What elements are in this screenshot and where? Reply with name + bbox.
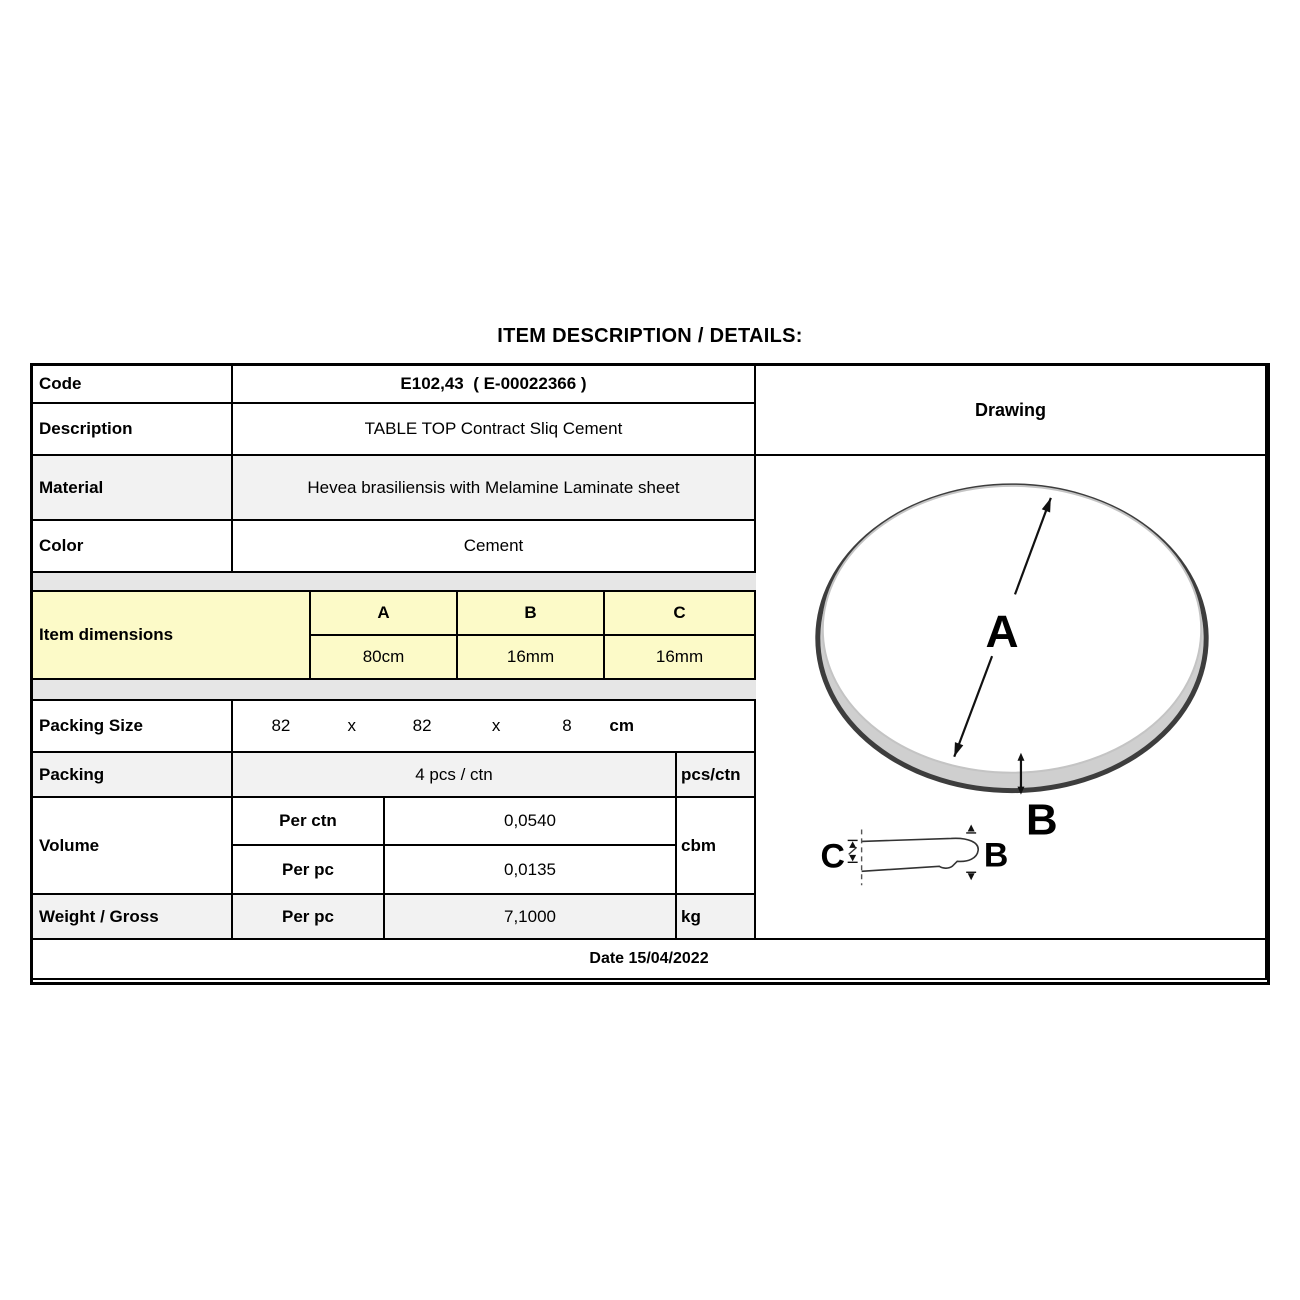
weight-per-pc-label: Per pc — [233, 895, 385, 940]
divider-row — [33, 680, 756, 701]
profile-dimension-ticks — [847, 824, 977, 881]
packing-size-token: 8 — [562, 716, 572, 735]
divider-row — [33, 573, 756, 592]
packing-size-token: x — [491, 716, 501, 735]
item-dimensions-label: Item dimensions — [33, 592, 311, 680]
volume-unit: cbm — [677, 798, 756, 895]
packing-size-label: Packing Size — [33, 701, 233, 753]
packing-value: 4 pcs / ctn — [233, 753, 677, 798]
thickness-dimension-arrow — [1017, 752, 1025, 795]
diameter-dimension-arrow — [953, 497, 1052, 758]
packing-size-token: 82 — [271, 716, 291, 735]
diameter-label: A — [985, 606, 1018, 657]
volume-label: Volume — [33, 798, 233, 895]
packing-unit: pcs/ctn — [677, 753, 756, 798]
weight-unit: kg — [677, 895, 756, 940]
volume-per-ctn-value: 0,0540 — [385, 798, 677, 846]
dimension-value-a: 80cm — [311, 636, 458, 680]
material-value: Hevea brasiliensis with Melamine Laminat… — [233, 456, 756, 521]
volume-per-pc-label: Per pc — [233, 846, 385, 895]
color-label: Color — [33, 521, 233, 573]
dimension-column-a: A — [311, 592, 458, 636]
volume-per-ctn-label: Per ctn — [233, 798, 385, 846]
material-label: Material — [33, 456, 233, 521]
packing-size-token: x — [347, 716, 357, 735]
item-details-table: Code E102,43 ( E-00022366 ) Description … — [30, 363, 1270, 985]
code-label: Code — [33, 366, 233, 404]
dimension-column-c: C — [605, 592, 756, 636]
profile-thickness-label: B — [984, 836, 1008, 874]
edge-profile-sketch — [848, 829, 979, 886]
packing-label: Packing — [33, 753, 233, 798]
description-value: TABLE TOP Contract Sliq Cement — [233, 404, 756, 456]
dimension-value-b: 16mm — [458, 636, 605, 680]
color-value: Cement — [233, 521, 756, 573]
dimension-column-b: B — [458, 592, 605, 636]
packing-size-value: 82 x 82 x 8 cm — [233, 701, 756, 753]
drawing-panel: A B — [756, 456, 1267, 940]
page-title: ITEM DESCRIPTION / DETAILS: — [497, 325, 803, 347]
weight-value: 7,1000 — [385, 895, 677, 940]
tabletop-surface — [821, 484, 1203, 774]
date-row: Date 15/04/2022 — [33, 940, 1267, 980]
drawing-header: Drawing — [756, 366, 1267, 456]
thickness-label: B — [1026, 795, 1058, 844]
packing-size-token: 82 — [412, 716, 432, 735]
weight-label: Weight / Gross — [33, 895, 233, 940]
profile-edge-label: C — [821, 837, 845, 875]
packing-size-unit: cm — [609, 716, 634, 735]
tabletop-drawing: A B — [815, 483, 1209, 886]
volume-per-pc-value: 0,0135 — [385, 846, 677, 895]
description-label: Description — [33, 404, 233, 456]
code-value: E102,43 ( E-00022366 ) — [233, 366, 756, 404]
dimension-value-c: 16mm — [605, 636, 756, 680]
